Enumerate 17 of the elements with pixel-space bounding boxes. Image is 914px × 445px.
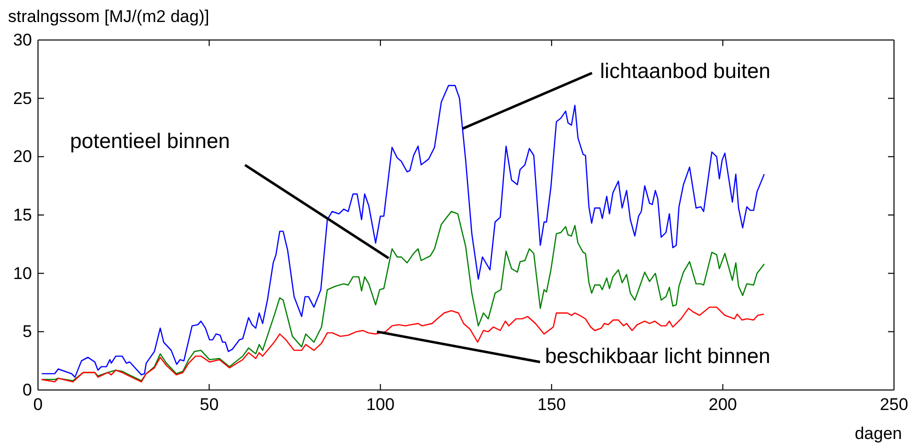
annotation: potentieel binnen	[70, 130, 230, 153]
annotation: beschikbaar licht binnen	[545, 345, 770, 368]
y-tick-label: 0	[22, 380, 32, 400]
x-tick-label: 250	[880, 395, 908, 414]
x-tick-label: 150	[537, 395, 566, 414]
y-tick-label: 20	[13, 147, 32, 166]
y-tick-label: 5	[22, 322, 32, 342]
annotation: lichtaanbod buiten	[600, 60, 770, 83]
x-axis-title: dagen	[854, 424, 902, 443]
x-tick-label: 200	[708, 395, 737, 414]
y-tick-label: 10	[13, 264, 32, 283]
y-tick-label: 30	[13, 30, 32, 50]
y-axis-title: stralngssom [MJ/(m2 dag)]	[8, 7, 210, 26]
y-tick-label: 25	[13, 88, 32, 108]
y-tick-label: 15	[13, 205, 32, 224]
x-tick-label: 100	[366, 395, 395, 414]
x-tick-label: 50	[200, 395, 219, 414]
